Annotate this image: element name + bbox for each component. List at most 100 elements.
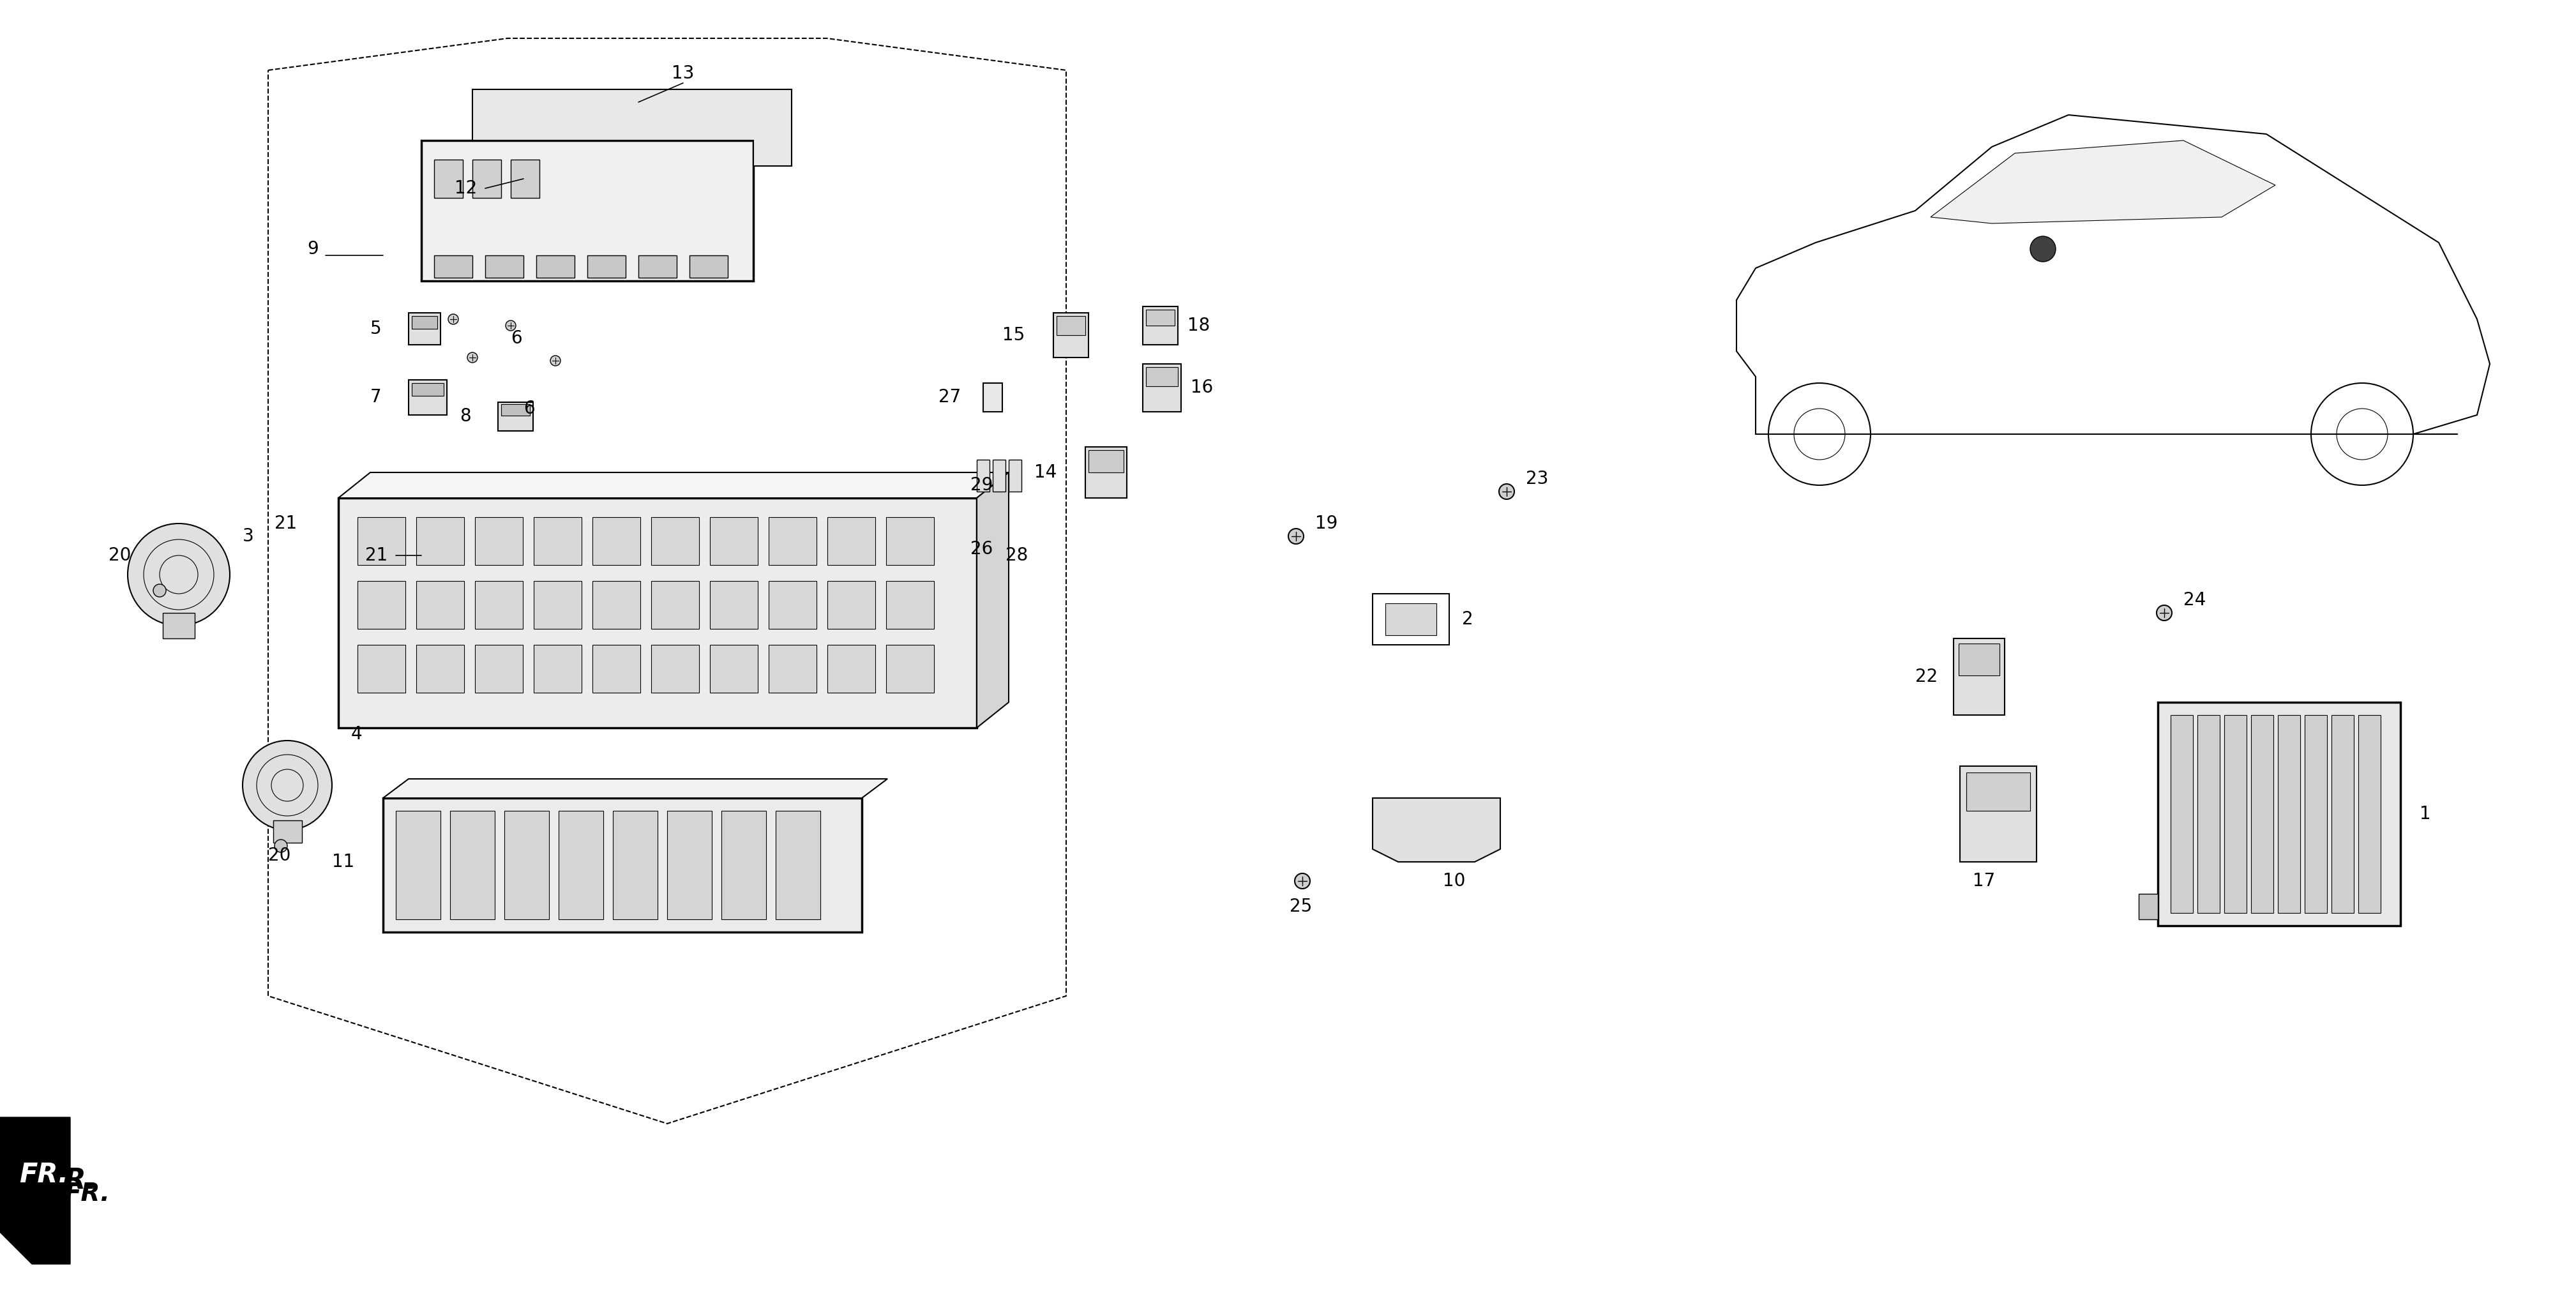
Bar — [533, 517, 582, 565]
Bar — [827, 645, 876, 692]
Bar — [721, 811, 765, 919]
Bar — [435, 159, 464, 198]
Bar — [2306, 715, 2326, 912]
Text: 6: 6 — [510, 329, 523, 347]
Bar — [984, 384, 1002, 412]
Circle shape — [129, 524, 229, 626]
Circle shape — [448, 314, 459, 324]
Bar — [711, 581, 757, 629]
Bar — [639, 255, 677, 277]
Bar — [1965, 772, 2030, 811]
Bar — [559, 811, 603, 919]
Bar — [536, 255, 574, 277]
Bar — [337, 498, 976, 728]
Text: 29: 29 — [971, 476, 992, 494]
Bar — [2331, 715, 2354, 912]
Bar — [827, 581, 876, 629]
Bar — [1084, 447, 1126, 498]
Bar — [412, 316, 438, 329]
Circle shape — [1296, 874, 1311, 889]
Text: 11: 11 — [332, 853, 355, 871]
Bar — [2357, 715, 2380, 912]
Bar — [768, 645, 817, 692]
Text: FR.: FR. — [18, 1161, 70, 1188]
Text: 8: 8 — [459, 407, 471, 425]
Polygon shape — [0, 1117, 70, 1264]
Text: 4: 4 — [350, 726, 363, 743]
Bar — [412, 384, 443, 395]
Bar — [1090, 450, 1123, 473]
Text: 10: 10 — [1443, 872, 1466, 890]
Bar — [358, 581, 404, 629]
Bar — [505, 811, 549, 919]
Bar — [474, 517, 523, 565]
Text: FR.: FR. — [64, 1182, 111, 1207]
Bar — [451, 811, 495, 919]
Bar — [886, 645, 935, 692]
Bar — [1144, 306, 1177, 345]
Text: 20: 20 — [268, 846, 291, 864]
Text: 5: 5 — [371, 320, 381, 338]
Text: 23: 23 — [1525, 470, 1548, 487]
Bar — [1054, 312, 1090, 358]
Polygon shape — [1929, 140, 2275, 223]
Text: 9: 9 — [307, 240, 319, 258]
Text: 12: 12 — [456, 179, 477, 197]
Bar — [533, 645, 582, 692]
Text: 27: 27 — [938, 389, 961, 406]
Bar — [2172, 715, 2192, 912]
Bar — [886, 581, 935, 629]
Bar — [474, 645, 523, 692]
Bar — [2223, 715, 2246, 912]
Circle shape — [1288, 529, 1303, 544]
Bar — [592, 581, 641, 629]
Text: 19: 19 — [1316, 515, 1337, 533]
Text: 24: 24 — [2184, 591, 2205, 609]
Bar — [592, 517, 641, 565]
Text: 6: 6 — [523, 399, 536, 417]
Polygon shape — [384, 779, 886, 798]
Text: 15: 15 — [1002, 327, 1025, 345]
Bar — [2159, 702, 2401, 925]
Bar — [1146, 367, 1177, 386]
Bar — [652, 517, 698, 565]
Bar — [976, 460, 989, 491]
Text: 25: 25 — [1291, 898, 1311, 915]
Circle shape — [466, 353, 477, 363]
Bar — [533, 581, 582, 629]
Bar — [2277, 715, 2300, 912]
Bar — [1373, 594, 1450, 645]
Bar — [417, 581, 464, 629]
Text: 26: 26 — [971, 540, 992, 559]
Bar — [613, 811, 657, 919]
Bar — [992, 460, 1005, 491]
Bar — [1386, 604, 1437, 635]
Text: 1: 1 — [2419, 805, 2432, 823]
Bar — [886, 517, 935, 565]
Circle shape — [152, 584, 165, 597]
Circle shape — [1499, 483, 1515, 499]
Bar — [1010, 460, 1023, 491]
Bar — [384, 798, 863, 932]
Bar — [471, 159, 502, 198]
Circle shape — [242, 740, 332, 829]
Bar — [667, 811, 711, 919]
Text: 28: 28 — [1005, 547, 1028, 564]
Circle shape — [2156, 605, 2172, 621]
Text: 16: 16 — [1190, 378, 1213, 397]
Bar — [768, 581, 817, 629]
Bar — [417, 645, 464, 692]
Bar — [1960, 766, 2038, 862]
Text: 21: 21 — [276, 515, 296, 533]
Bar — [358, 645, 404, 692]
Bar — [162, 613, 196, 639]
Bar — [1953, 639, 2004, 715]
Circle shape — [551, 355, 562, 365]
Bar — [358, 517, 404, 565]
Bar — [474, 581, 523, 629]
Bar — [768, 517, 817, 565]
Bar — [410, 312, 440, 345]
Text: FR.: FR. — [44, 1168, 98, 1195]
Text: 22: 22 — [1914, 667, 1937, 686]
Bar — [690, 255, 729, 277]
